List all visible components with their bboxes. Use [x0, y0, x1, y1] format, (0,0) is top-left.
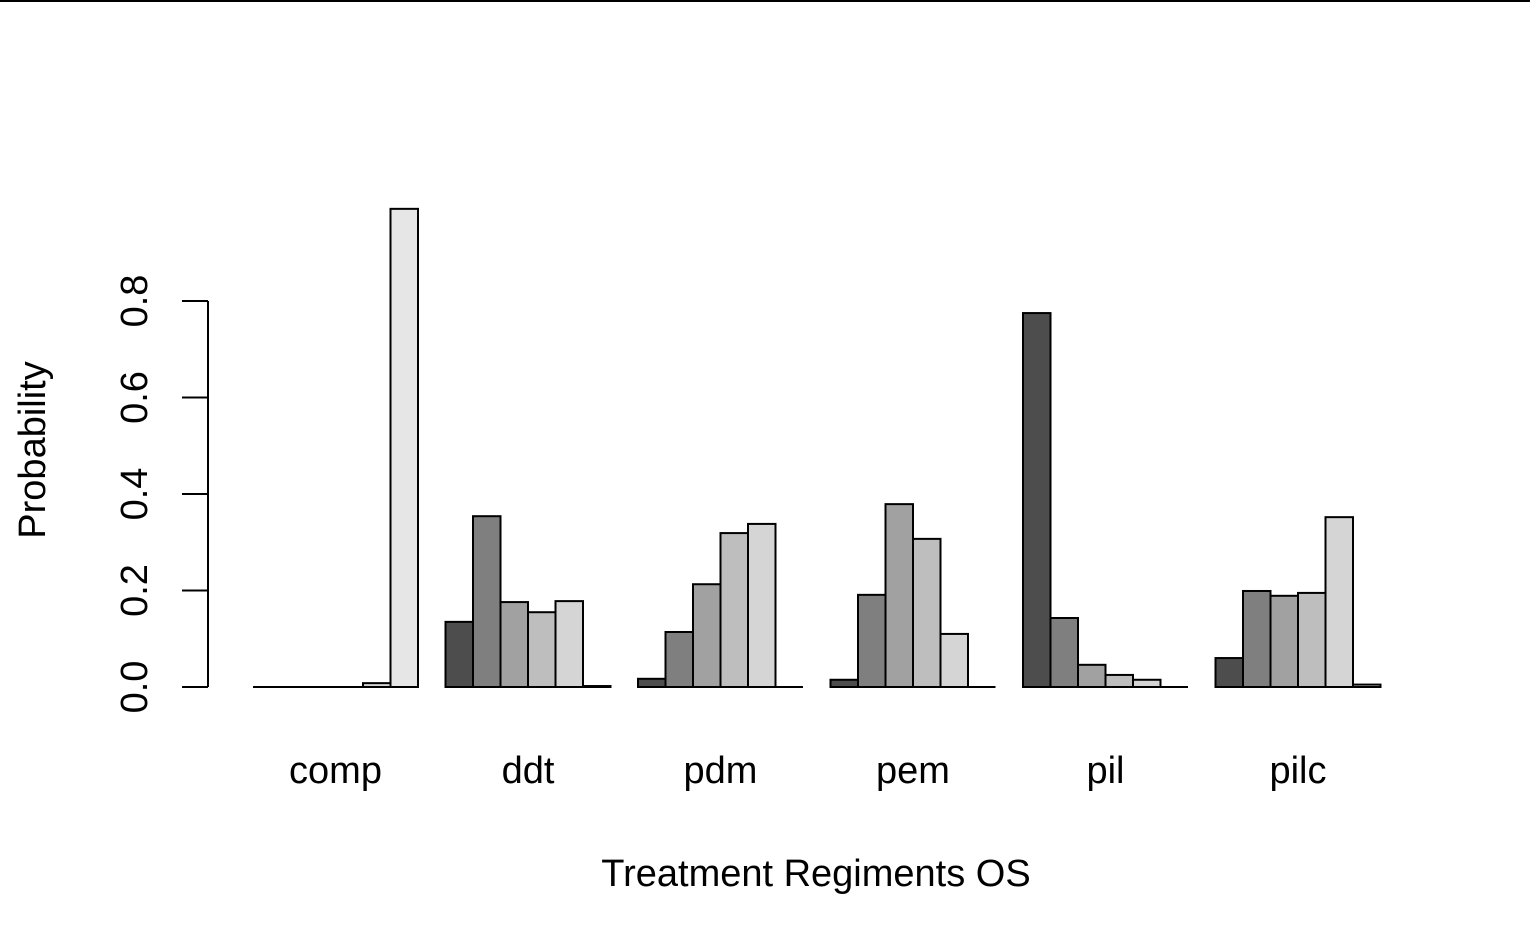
bar — [1324, 516, 1354, 688]
y-tick-label: 0.0 — [114, 661, 156, 714]
bar — [884, 503, 914, 688]
bar — [472, 515, 502, 688]
x-tick-label: pem — [876, 750, 950, 792]
bar — [389, 207, 419, 688]
y-axis-label: Probability — [12, 361, 54, 538]
bar — [499, 601, 529, 689]
bar — [1297, 591, 1327, 688]
x-tick-label: pdm — [684, 750, 758, 792]
bar — [637, 677, 667, 688]
bar — [1022, 312, 1052, 688]
bar — [747, 522, 777, 688]
bar — [1352, 683, 1382, 689]
bar — [444, 620, 474, 688]
bar — [527, 611, 557, 689]
x-tick-label: pil — [1086, 750, 1124, 792]
bar — [1242, 589, 1272, 688]
bar — [692, 583, 722, 688]
bar — [664, 630, 694, 688]
x-tick-label: pilc — [1269, 750, 1326, 792]
bar — [1077, 663, 1107, 688]
bar — [582, 685, 612, 688]
x-axis-label: Treatment Regiments OS — [601, 853, 1030, 895]
bar — [1132, 678, 1162, 689]
bar — [829, 678, 859, 689]
y-tick-label: 0.8 — [114, 275, 156, 328]
y-tick-label: 0.2 — [114, 564, 156, 617]
y-tick-label: 0.4 — [114, 468, 156, 521]
bar — [857, 593, 887, 689]
x-tick-label: ddt — [502, 750, 555, 792]
bar — [1049, 617, 1079, 688]
bar — [912, 537, 942, 688]
bar — [1104, 673, 1134, 688]
bar — [939, 632, 969, 688]
y-tick-label: 0.6 — [114, 371, 156, 424]
bar — [719, 532, 749, 689]
bar — [362, 682, 392, 689]
bar — [1269, 594, 1299, 688]
bar — [1214, 657, 1244, 688]
bar — [554, 600, 584, 688]
x-tick-label: comp — [289, 750, 382, 792]
